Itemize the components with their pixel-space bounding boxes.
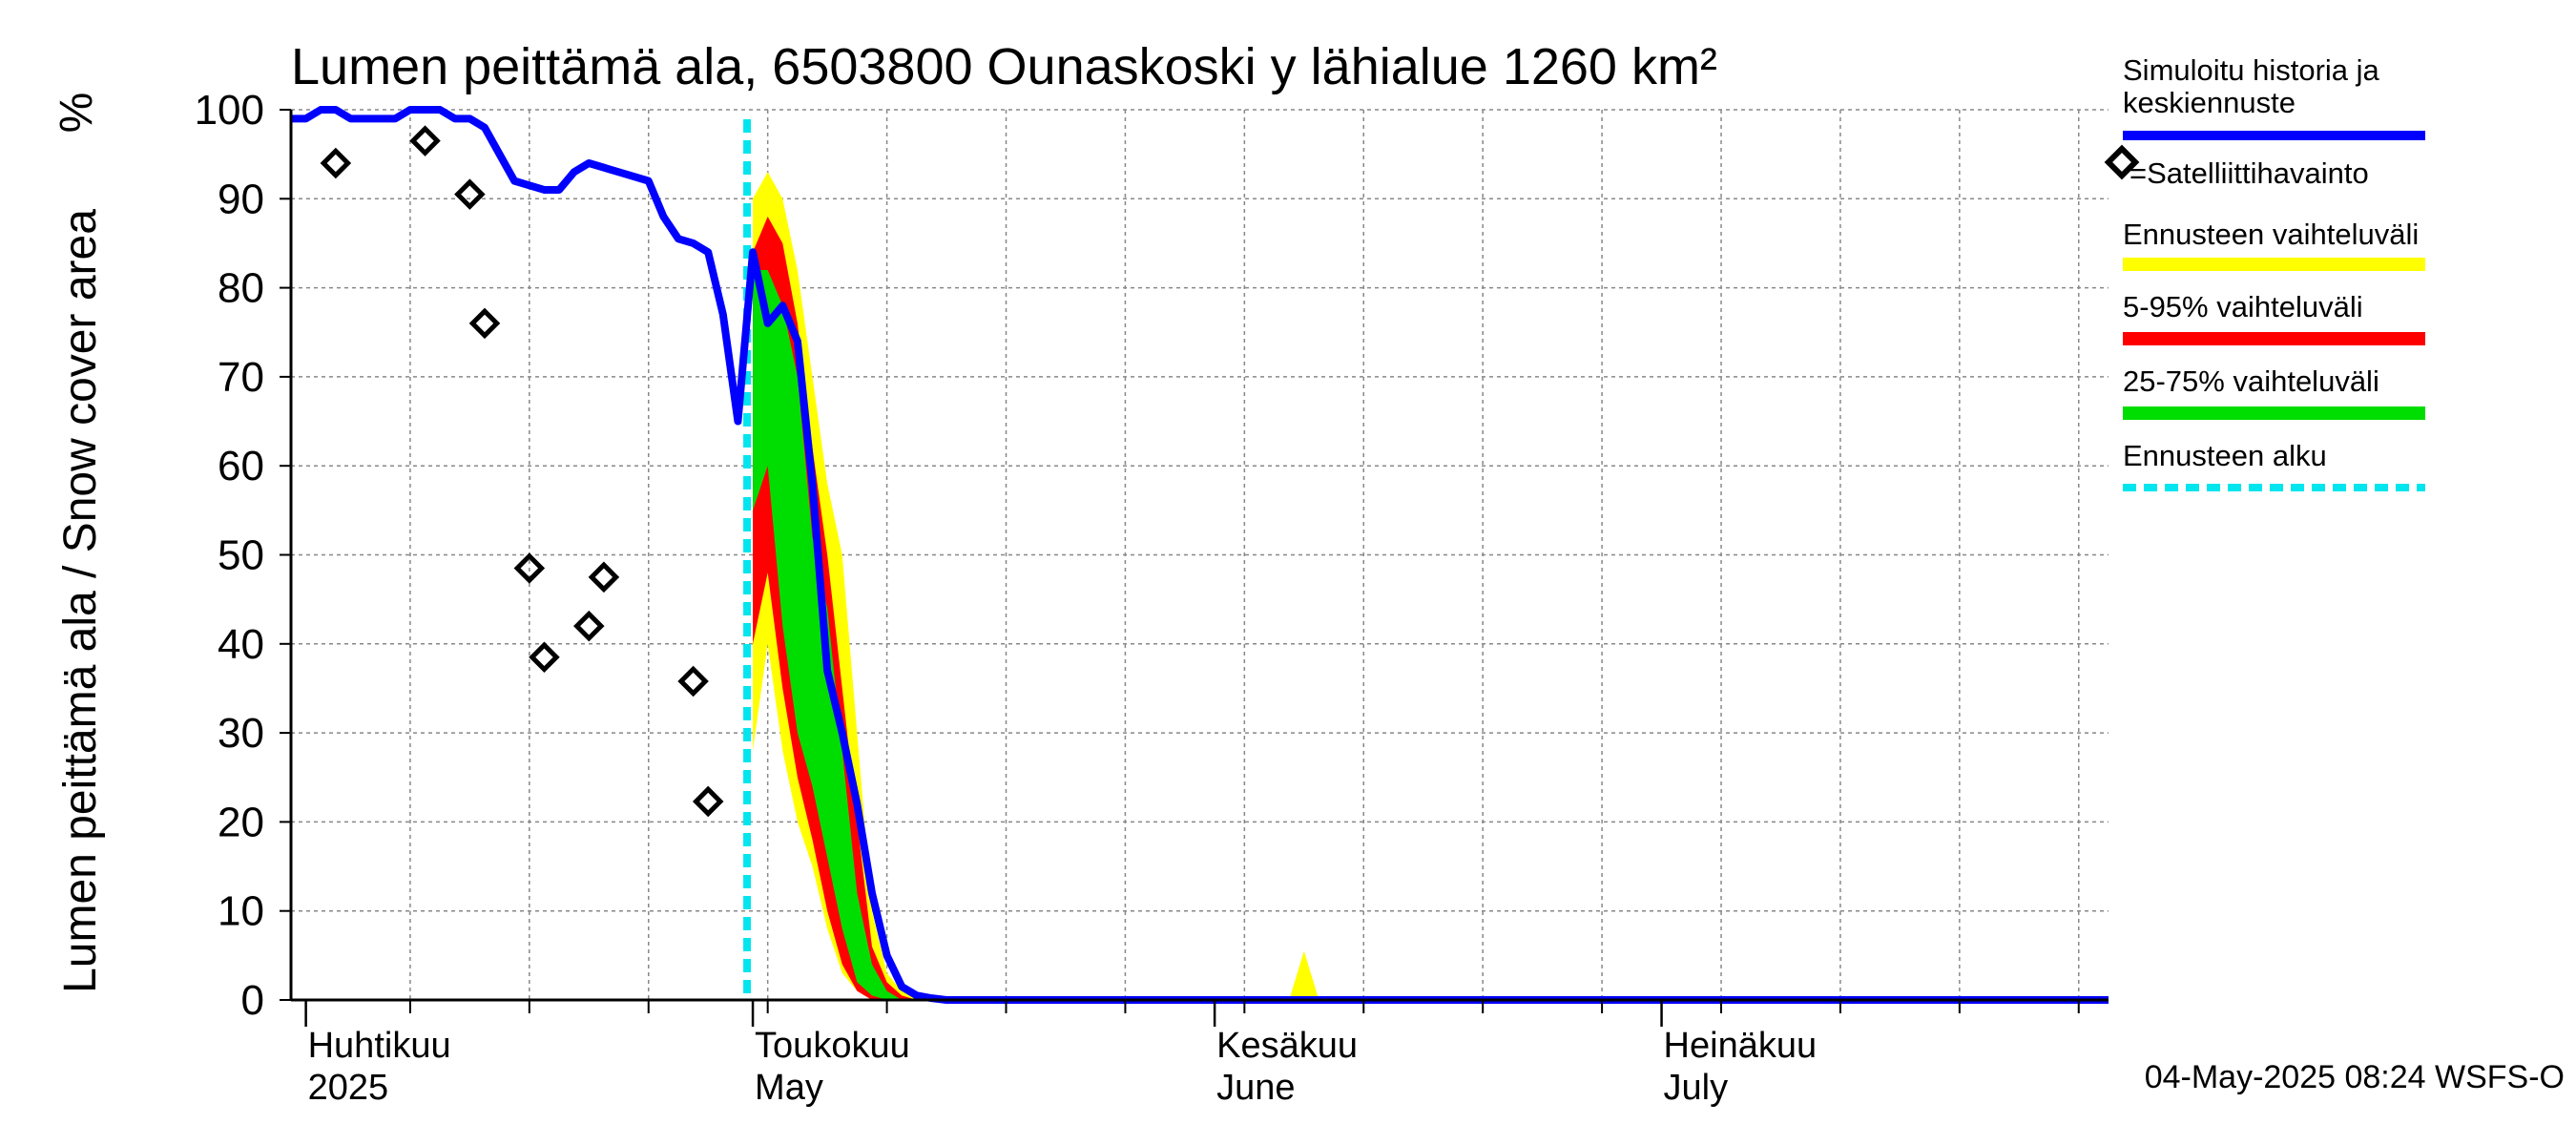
x-month-sublabel: June [1216,1068,1295,1108]
y-axis-unit: % [52,93,102,134]
legend-forecast-start-label: Ennusteen alku [2123,439,2327,472]
legend-range-full-label: Ennusteen vaihteluväli [2123,218,2419,251]
x-month-sublabel: May [755,1068,823,1108]
x-month-sublabel: 2025 [308,1068,389,1108]
x-month-label: Toukokuu [755,1026,910,1066]
satellite-observation-marker [529,641,560,674]
satellite-observation-marker [692,785,724,818]
y-tick-label: 60 [218,443,264,489]
y-axis-label: Lumen peittämä ala / Snow cover area [55,209,106,993]
legend: Simuloitu historia ja keskiennuste =Sate… [2104,53,2425,491]
satellite-observation-marker [468,307,501,340]
simulated-history-line [291,106,2109,1004]
y-tick-label: 30 [218,710,264,757]
legend-range-25-75-label: 25-75% vaihteluväli [2123,364,2379,398]
satellite-observation-marker [573,610,605,642]
legend-history-label: Simuloitu historia ja keskiennuste [2123,53,2387,119]
y-tick-label: 10 [218,888,264,935]
y-tick-label: 80 [218,265,264,312]
satellite-observation-marker [588,561,620,593]
x-month-sublabel: July [1664,1068,1729,1108]
timestamp: 04-May-2025 08:24 WSFS-O [2145,1059,2565,1095]
x-month-label: Huhtikuu [308,1026,451,1066]
x-month-label: Heinäkuu [1664,1026,1818,1066]
x-month-label: Kesäkuu [1216,1026,1358,1066]
chart-title: Lumen peittämä ala, 6503800 Ounaskoski y… [291,38,1717,95]
legend-satellite-label: =Satelliittihavainto [2129,156,2369,190]
legend-range-5-95-label: 5-95% vaihteluväli [2123,290,2363,323]
y-tick-label: 100 [195,87,264,134]
y-tick-label: 70 [218,354,264,401]
satellite-observation-marker [454,178,486,210]
satellite-observation-marker [677,665,709,697]
y-tick-label: 20 [218,799,264,845]
legend-satellite-marker [2104,144,2140,180]
y-tick-label: 90 [218,176,264,222]
y-tick-label: 40 [218,621,264,668]
y-tick-label: 0 [241,977,264,1024]
satellite-observation-marker [320,147,352,179]
series-layer [291,106,2109,1004]
satellite-observation-marker [513,552,546,584]
forecast-range-full-spike [1289,950,1319,1000]
y-tick-label: 50 [218,532,264,579]
satellite-observation-marker [409,125,441,156]
grid-lines [291,109,2109,1001]
